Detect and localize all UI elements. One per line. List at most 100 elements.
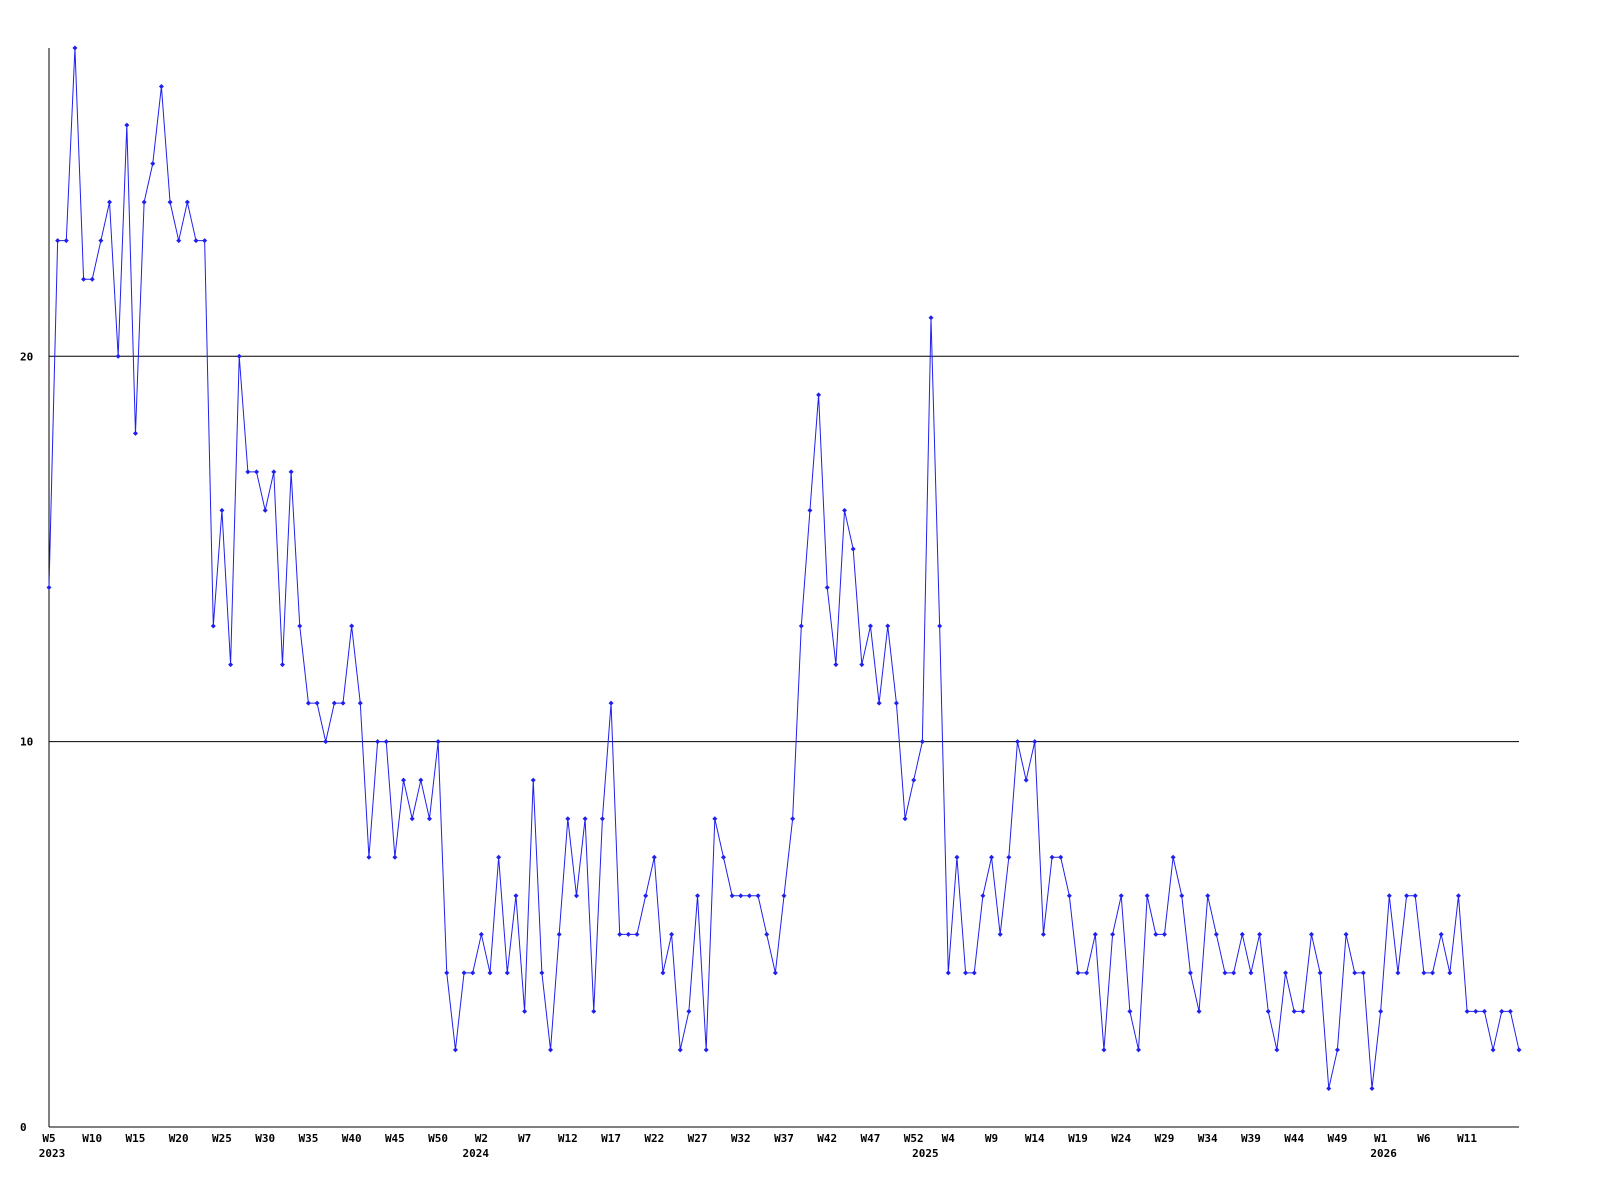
x-tick-label: W14 — [1025, 1132, 1045, 1145]
data-point — [686, 1008, 692, 1014]
data-point — [176, 238, 182, 244]
data-point — [1481, 1008, 1487, 1014]
data-point — [1213, 931, 1219, 937]
data-point — [582, 816, 588, 822]
data-point — [124, 122, 130, 128]
data-point — [859, 662, 865, 668]
data-point — [608, 700, 614, 706]
data-point — [46, 585, 52, 590]
data-point — [1049, 854, 1055, 860]
data-point — [513, 893, 519, 899]
data-point — [695, 893, 701, 899]
data-point — [228, 662, 234, 668]
data-point — [911, 777, 917, 783]
data-point — [824, 585, 830, 590]
data-point — [72, 45, 78, 51]
data-point — [1438, 931, 1444, 937]
data-point — [1283, 970, 1289, 976]
x-tick-label: W42 — [817, 1132, 837, 1145]
data-point — [945, 970, 951, 976]
data-point — [262, 507, 268, 513]
x-tick-label: W12 — [558, 1132, 578, 1145]
x-tick-label: W4 — [942, 1132, 956, 1145]
data-point — [55, 238, 61, 244]
data-point — [470, 970, 476, 976]
x-tick-label: W45 — [385, 1132, 405, 1145]
data-point — [1127, 1008, 1133, 1014]
x-tick-label: W40 — [342, 1132, 362, 1145]
x-tick-label: W44 — [1284, 1132, 1304, 1145]
data-point — [677, 1047, 683, 1053]
x-tick-label: W10 — [82, 1132, 102, 1145]
data-point — [1334, 1047, 1340, 1053]
data-point — [617, 931, 623, 937]
data-point — [167, 199, 173, 205]
data-point — [1084, 970, 1090, 976]
data-point — [1265, 1008, 1271, 1014]
data-point — [323, 739, 329, 745]
data-point — [1308, 931, 1314, 937]
data-point — [729, 893, 735, 899]
data-point — [599, 816, 605, 822]
data-point — [1239, 931, 1245, 937]
data-point — [790, 816, 796, 822]
data-point — [297, 623, 303, 629]
x-tick-label: W29 — [1155, 1132, 1175, 1145]
data-point — [937, 623, 943, 629]
data-point — [1231, 970, 1237, 976]
y-tick-label: 20 — [20, 350, 33, 363]
data-point — [1118, 893, 1124, 899]
data-point — [107, 199, 113, 205]
x-tick-label: W2 — [475, 1132, 488, 1145]
data-point — [1300, 1008, 1306, 1014]
data-point — [885, 623, 891, 629]
x-tick-label: W20 — [169, 1132, 189, 1145]
data-point — [1257, 931, 1263, 937]
data-point — [81, 276, 87, 282]
data-point — [1222, 970, 1228, 976]
data-point — [781, 893, 787, 899]
data-point — [1378, 1008, 1384, 1014]
data-point — [1490, 1047, 1496, 1053]
data-point — [1516, 1047, 1522, 1053]
x-tick-label: W50 — [428, 1132, 448, 1145]
data-point — [210, 623, 216, 629]
data-point — [1455, 893, 1461, 899]
data-point — [1395, 970, 1401, 976]
data-point — [746, 893, 752, 899]
x-tick-label: W1 — [1374, 1132, 1388, 1145]
data-point — [1326, 1085, 1332, 1091]
data-point — [435, 739, 441, 745]
x-tick-label: W11 — [1457, 1132, 1477, 1145]
data-point — [1343, 931, 1349, 937]
x-tick-label: W7 — [518, 1132, 531, 1145]
data-point — [115, 353, 121, 359]
data-point — [401, 777, 407, 783]
data-point — [876, 700, 882, 706]
x-tick-label: W49 — [1327, 1132, 1347, 1145]
x-tick-label: W24 — [1111, 1132, 1131, 1145]
data-point — [591, 1008, 597, 1014]
data-point — [504, 970, 510, 976]
data-point — [660, 970, 666, 976]
data-point — [184, 199, 190, 205]
data-point — [842, 507, 848, 513]
data-point — [1369, 1085, 1375, 1091]
data-point — [703, 1047, 709, 1053]
data-point — [1101, 1047, 1107, 1053]
data-point — [980, 893, 986, 899]
x-tick-label: W17 — [601, 1132, 621, 1145]
data-point — [1075, 970, 1081, 976]
data-point — [1144, 893, 1150, 899]
year-label: 2023 — [39, 1147, 66, 1160]
data-point — [867, 623, 873, 629]
data-point — [357, 700, 363, 706]
data-point — [1092, 931, 1098, 937]
data-point — [331, 700, 337, 706]
data-point — [314, 700, 320, 706]
data-point — [893, 700, 899, 706]
data-point — [1032, 739, 1038, 745]
x-tick-label: W30 — [255, 1132, 275, 1145]
